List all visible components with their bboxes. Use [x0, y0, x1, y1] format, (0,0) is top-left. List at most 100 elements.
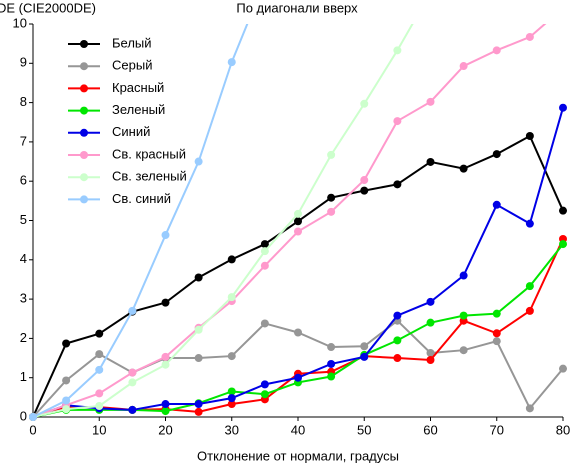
- line: [32, 238, 564, 418]
- point: [393, 311, 402, 320]
- y-tick-label: 2: [20, 330, 27, 345]
- y-tick-label: 7: [20, 133, 27, 148]
- point: [459, 164, 468, 173]
- point: [559, 4, 567, 12]
- point: [426, 348, 435, 357]
- point: [227, 352, 236, 361]
- legend-marker: [80, 40, 88, 48]
- legend-label: Красный: [112, 80, 164, 95]
- point: [426, 318, 435, 327]
- point: [95, 389, 104, 398]
- x-axis-label: Отклонение от нормали, градусы: [197, 448, 399, 463]
- point: [525, 404, 534, 413]
- point: [194, 157, 203, 166]
- y-tick-label: 9: [20, 55, 27, 70]
- point: [393, 117, 402, 126]
- point: [393, 46, 402, 55]
- point: [294, 217, 302, 226]
- point: [525, 32, 534, 41]
- x-tick-label: 60: [423, 422, 437, 437]
- series: [29, 103, 567, 421]
- legend-marker: [80, 62, 88, 71]
- point: [426, 297, 435, 306]
- point: [194, 407, 203, 416]
- x-tick-label: 40: [291, 422, 305, 437]
- point: [360, 186, 369, 195]
- point: [194, 400, 203, 409]
- point: [161, 360, 170, 369]
- point: [260, 261, 269, 270]
- point: [327, 359, 336, 368]
- point: [194, 273, 203, 282]
- point: [161, 231, 170, 240]
- y-tick-label: 0: [20, 408, 27, 423]
- legend-label: Серый: [112, 58, 152, 73]
- point: [128, 368, 137, 377]
- point: [62, 339, 71, 348]
- point: [525, 219, 534, 228]
- point: [559, 103, 567, 112]
- point: [62, 396, 71, 405]
- point: [260, 390, 269, 399]
- legend-label: Св. красный: [112, 146, 186, 161]
- point: [492, 46, 501, 55]
- point: [492, 309, 501, 318]
- point: [360, 176, 369, 185]
- point: [161, 407, 170, 416]
- point: [95, 350, 104, 359]
- point: [227, 400, 236, 409]
- point: [294, 227, 302, 236]
- point: [128, 405, 137, 414]
- point: [294, 328, 302, 337]
- point: [426, 356, 435, 365]
- point: [194, 325, 203, 334]
- point: [161, 298, 170, 307]
- point: [128, 306, 137, 315]
- x-tick-label: 30: [225, 422, 239, 437]
- legend-label: Белый: [112, 35, 152, 50]
- series: [29, 234, 567, 421]
- series: [29, 316, 567, 421]
- point: [294, 373, 302, 382]
- point: [360, 342, 369, 351]
- legend-marker: [80, 151, 88, 159]
- y-tick-label: 1: [20, 369, 27, 384]
- y-tick-label: 3: [20, 291, 27, 306]
- point: [194, 354, 203, 363]
- legend-label: Синий: [112, 124, 150, 139]
- y-tick-label: 6: [20, 173, 27, 188]
- point: [525, 282, 534, 291]
- legend-marker: [80, 195, 88, 204]
- point: [426, 157, 435, 166]
- y-tick-label: 10: [13, 15, 27, 30]
- point: [95, 365, 104, 374]
- point: [128, 378, 137, 387]
- point: [227, 255, 236, 264]
- point: [161, 352, 170, 361]
- point: [161, 400, 170, 409]
- legend-marker: [80, 84, 88, 93]
- point: [327, 193, 336, 202]
- point: [260, 247, 269, 256]
- point: [260, 380, 269, 389]
- point: [327, 150, 336, 159]
- point: [393, 180, 402, 189]
- point: [260, 240, 269, 249]
- point: [559, 206, 567, 215]
- point: [492, 337, 501, 346]
- point: [227, 387, 236, 396]
- point: [227, 394, 236, 403]
- line: [32, 24, 249, 418]
- legend-marker: [80, 128, 88, 137]
- point: [62, 376, 71, 385]
- y-tick-label: 4: [20, 251, 27, 266]
- point: [294, 209, 302, 218]
- legend-marker: [80, 106, 88, 115]
- x-tick-label: 20: [158, 422, 172, 437]
- point: [327, 207, 336, 216]
- point: [62, 405, 71, 414]
- point: [459, 62, 468, 71]
- series: [29, 24, 249, 421]
- x-tick-label: 70: [490, 422, 504, 437]
